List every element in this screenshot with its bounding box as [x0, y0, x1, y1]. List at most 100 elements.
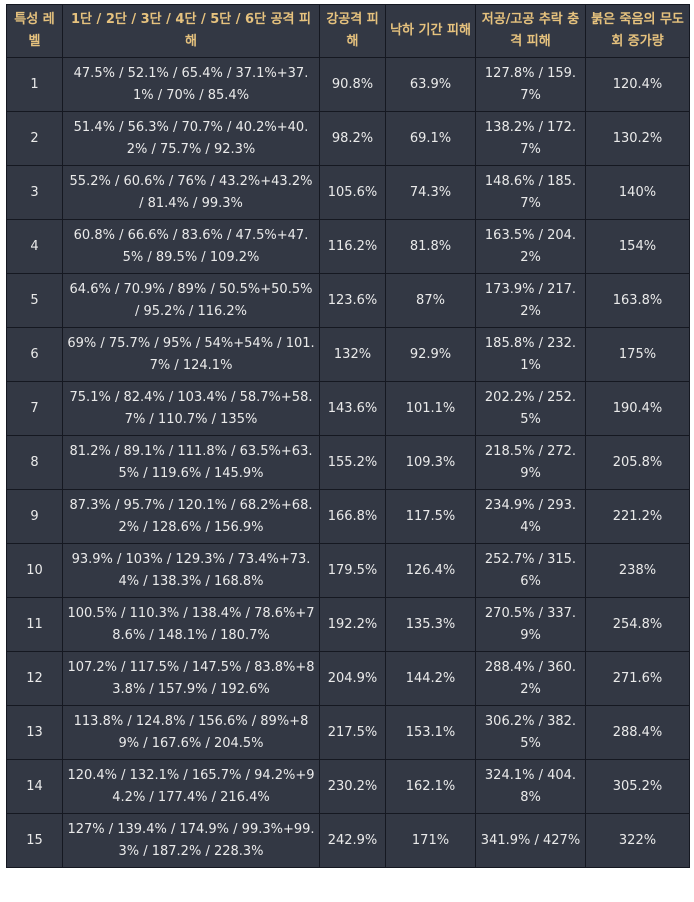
cell-combo-damage: 100.5% / 110.3% / 138.4% / 78.6%+78.6% /… — [62, 597, 320, 652]
cell-plunge-impact: 185.8% / 232.1% — [475, 327, 586, 382]
cell-plunge-damage: 63.9% — [385, 57, 476, 112]
cell-heavy-attack: 242.9% — [319, 813, 386, 868]
cell-level: 10 — [6, 543, 63, 598]
table-row: 13 113.8% / 124.8% / 156.6% / 89%+89% / 1… — [6, 705, 690, 760]
table-row: 1 47.5% / 52.1% / 65.4% / 37.1%+37.1% / 7… — [6, 57, 690, 112]
cell-level: 6 — [6, 327, 63, 382]
cell-red-death-bonus: 163.8% — [585, 273, 690, 328]
cell-combo-damage: 51.4% / 56.3% / 70.7% / 40.2%+40.2% / 75… — [62, 111, 320, 166]
cell-red-death-bonus: 305.2% — [585, 759, 690, 814]
cell-heavy-attack: 192.2% — [319, 597, 386, 652]
cell-red-death-bonus: 205.8% — [585, 435, 690, 490]
cell-heavy-attack: 217.5% — [319, 705, 386, 760]
cell-level: 14 — [6, 759, 63, 814]
cell-heavy-attack: 123.6% — [319, 273, 386, 328]
cell-red-death-bonus: 140% — [585, 165, 690, 220]
cell-red-death-bonus: 120.4% — [585, 57, 690, 112]
cell-plunge-damage: 153.1% — [385, 705, 476, 760]
cell-heavy-attack: 98.2% — [319, 111, 386, 166]
cell-plunge-damage: 135.3% — [385, 597, 476, 652]
cell-combo-damage: 69% / 75.7% / 95% / 54%+54% / 101.7% / 1… — [62, 327, 320, 382]
cell-level: 8 — [6, 435, 63, 490]
table-row: 14 120.4% / 132.1% / 165.7% / 94.2%+94.2%… — [6, 759, 690, 814]
cell-level: 3 — [6, 165, 63, 220]
cell-red-death-bonus: 154% — [585, 219, 690, 274]
header-row: 특성 레벨 1단 / 2단 / 3단 / 4단 / 5단 / 6단 공격 피해 … — [6, 4, 690, 58]
cell-plunge-impact: 148.6% / 185.7% — [475, 165, 586, 220]
cell-level: 12 — [6, 651, 63, 706]
table-row: 5 64.6% / 70.9% / 89% / 50.5%+50.5% / 95.… — [6, 273, 690, 328]
cell-plunge-damage: 87% — [385, 273, 476, 328]
cell-combo-damage: 127% / 139.4% / 174.9% / 99.3%+99.3% / 1… — [62, 813, 320, 868]
trait-level-table: 특성 레벨 1단 / 2단 / 3단 / 4단 / 5단 / 6단 공격 피해 … — [6, 4, 690, 868]
cell-red-death-bonus: 271.6% — [585, 651, 690, 706]
cell-level: 4 — [6, 219, 63, 274]
table-row: 3 55.2% / 60.6% / 76% / 43.2%+43.2% / 81.… — [6, 165, 690, 220]
cell-plunge-damage: 162.1% — [385, 759, 476, 814]
cell-heavy-attack: 105.6% — [319, 165, 386, 220]
table-row: 9 87.3% / 95.7% / 120.1% / 68.2%+68.2% / … — [6, 489, 690, 544]
cell-level: 5 — [6, 273, 63, 328]
table-row: 15 127% / 139.4% / 174.9% / 99.3%+99.3% /… — [6, 813, 690, 868]
cell-plunge-damage: 74.3% — [385, 165, 476, 220]
cell-plunge-impact: 202.2% / 252.5% — [475, 381, 586, 436]
cell-plunge-damage: 117.5% — [385, 489, 476, 544]
table-row: 10 93.9% / 103% / 129.3% / 73.4%+73.4% / … — [6, 543, 690, 598]
cell-red-death-bonus: 221.2% — [585, 489, 690, 544]
cell-red-death-bonus: 322% — [585, 813, 690, 868]
cell-plunge-impact: 306.2% / 382.5% — [475, 705, 586, 760]
header-heavy-attack: 강공격 피해 — [319, 4, 386, 58]
cell-plunge-impact: 163.5% / 204.2% — [475, 219, 586, 274]
cell-heavy-attack: 132% — [319, 327, 386, 382]
cell-combo-damage: 113.8% / 124.8% / 156.6% / 89%+89% / 167… — [62, 705, 320, 760]
cell-combo-damage: 107.2% / 117.5% / 147.5% / 83.8%+83.8% /… — [62, 651, 320, 706]
table-row: 12 107.2% / 117.5% / 147.5% / 83.8%+83.8%… — [6, 651, 690, 706]
cell-plunge-damage: 171% — [385, 813, 476, 868]
cell-red-death-bonus: 175% — [585, 327, 690, 382]
cell-plunge-impact: 218.5% / 272.9% — [475, 435, 586, 490]
table-row: 7 75.1% / 82.4% / 103.4% / 58.7%+58.7% / … — [6, 381, 690, 436]
header-plunge-impact: 저공/고공 추락 충격 피해 — [475, 4, 586, 58]
cell-red-death-bonus: 238% — [585, 543, 690, 598]
cell-heavy-attack: 230.2% — [319, 759, 386, 814]
cell-level: 2 — [6, 111, 63, 166]
cell-plunge-damage: 69.1% — [385, 111, 476, 166]
cell-heavy-attack: 143.6% — [319, 381, 386, 436]
cell-red-death-bonus: 254.8% — [585, 597, 690, 652]
cell-combo-damage: 75.1% / 82.4% / 103.4% / 58.7%+58.7% / 1… — [62, 381, 320, 436]
header-red-death-bonus: 붉은 죽음의 무도회 증가량 — [585, 4, 690, 58]
cell-plunge-impact: 324.1% / 404.8% — [475, 759, 586, 814]
cell-heavy-attack: 116.2% — [319, 219, 386, 274]
cell-plunge-damage: 109.3% — [385, 435, 476, 490]
cell-plunge-impact: 341.9% / 427% — [475, 813, 586, 868]
header-combo-damage: 1단 / 2단 / 3단 / 4단 / 5단 / 6단 공격 피해 — [62, 4, 320, 58]
cell-plunge-impact: 288.4% / 360.2% — [475, 651, 586, 706]
cell-red-death-bonus: 190.4% — [585, 381, 690, 436]
cell-plunge-damage: 81.8% — [385, 219, 476, 274]
cell-combo-damage: 60.8% / 66.6% / 83.6% / 47.5%+47.5% / 89… — [62, 219, 320, 274]
table-row: 11 100.5% / 110.3% / 138.4% / 78.6%+78.6%… — [6, 597, 690, 652]
header-plunge-damage: 낙하 기간 피해 — [385, 4, 476, 58]
cell-combo-damage: 120.4% / 132.1% / 165.7% / 94.2%+94.2% /… — [62, 759, 320, 814]
cell-plunge-impact: 234.9% / 293.4% — [475, 489, 586, 544]
cell-plunge-impact: 270.5% / 337.9% — [475, 597, 586, 652]
cell-combo-damage: 64.6% / 70.9% / 89% / 50.5%+50.5% / 95.2… — [62, 273, 320, 328]
cell-red-death-bonus: 130.2% — [585, 111, 690, 166]
cell-plunge-impact: 173.9% / 217.2% — [475, 273, 586, 328]
cell-heavy-attack: 90.8% — [319, 57, 386, 112]
header-trait-level: 특성 레벨 — [6, 4, 63, 58]
cell-level: 15 — [6, 813, 63, 868]
cell-plunge-impact: 252.7% / 315.6% — [475, 543, 586, 598]
cell-heavy-attack: 204.9% — [319, 651, 386, 706]
cell-plunge-impact: 138.2% / 172.7% — [475, 111, 586, 166]
cell-combo-damage: 55.2% / 60.6% / 76% / 43.2%+43.2% / 81.4… — [62, 165, 320, 220]
cell-plunge-damage: 144.2% — [385, 651, 476, 706]
cell-level: 1 — [6, 57, 63, 112]
table-row: 2 51.4% / 56.3% / 70.7% / 40.2%+40.2% / 7… — [6, 111, 690, 166]
cell-plunge-damage: 92.9% — [385, 327, 476, 382]
cell-plunge-damage: 101.1% — [385, 381, 476, 436]
cell-plunge-impact: 127.8% / 159.7% — [475, 57, 586, 112]
cell-combo-damage: 87.3% / 95.7% / 120.1% / 68.2%+68.2% / 1… — [62, 489, 320, 544]
cell-level: 7 — [6, 381, 63, 436]
cell-red-death-bonus: 288.4% — [585, 705, 690, 760]
